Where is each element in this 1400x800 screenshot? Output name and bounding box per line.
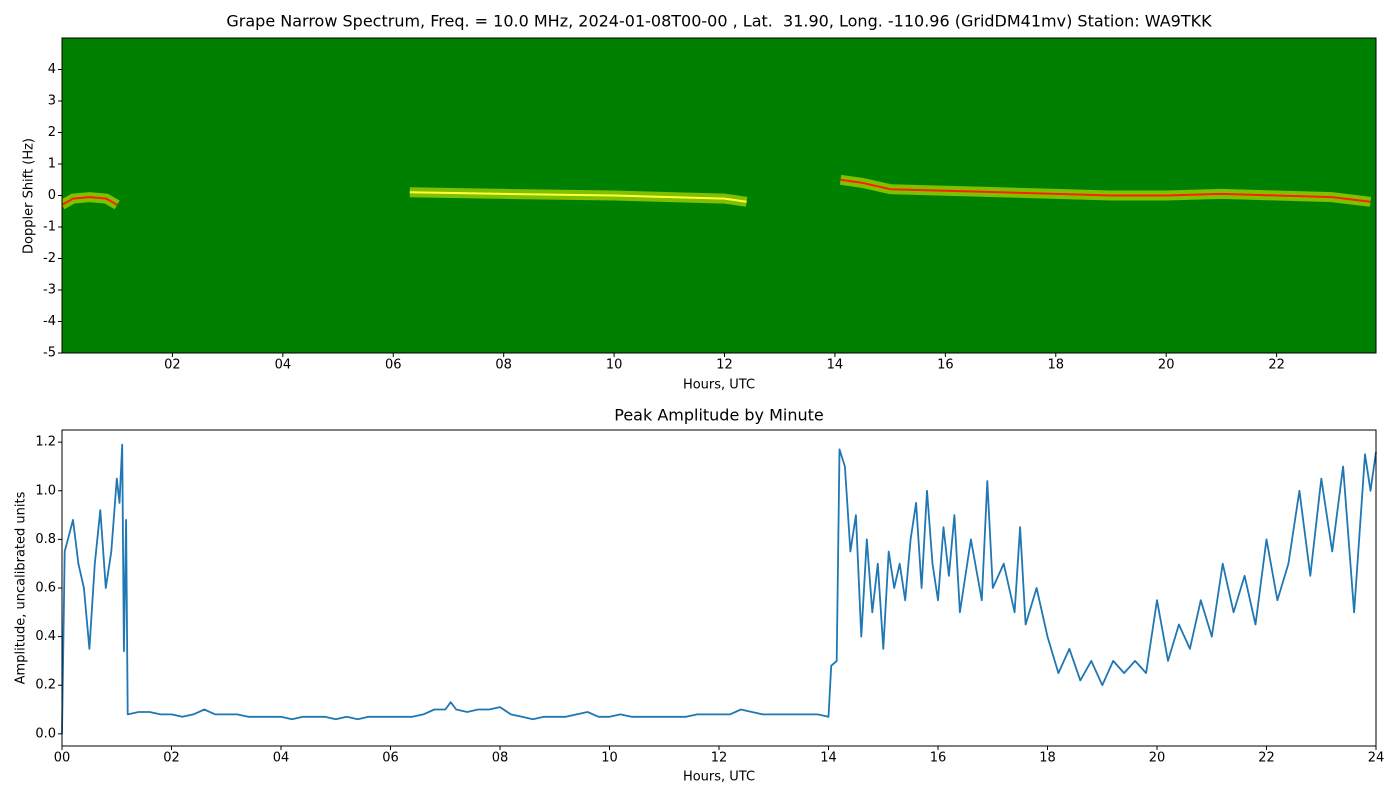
y-tick-label: -4: [43, 314, 56, 329]
x-tick-label: 06: [385, 358, 402, 373]
axes-frame: [61, 429, 1377, 747]
y-axis-label: Amplitude, uncalibrated units: [14, 491, 29, 684]
x-tick-label: 20: [1158, 358, 1175, 373]
doppler-trace: [840, 178, 1371, 203]
y-tick-label: 0.4: [35, 629, 56, 644]
y-tick-label: 1.2: [35, 435, 56, 450]
x-tick-label: 18: [1039, 751, 1056, 766]
x-axis-label: Hours, UTC: [683, 770, 755, 785]
y-tick-label: 0: [48, 188, 56, 203]
y-tick-label: 0.0: [35, 726, 56, 741]
x-tick-label: 08: [492, 751, 509, 766]
doppler-trace: [409, 191, 747, 203]
x-tick-label: 04: [275, 358, 292, 373]
data-line: [61, 443, 1377, 734]
y-tick-label: 3: [48, 94, 56, 109]
x-tick-label: 20: [1149, 751, 1166, 766]
chart-title: Peak Amplitude by Minute: [614, 406, 824, 425]
y-tick-label: 1: [48, 157, 56, 172]
doppler-trace: [61, 196, 118, 206]
y-tick-label: -1: [43, 220, 56, 235]
x-tick-label: 22: [1268, 358, 1285, 373]
x-tick-label: 12: [711, 751, 728, 766]
x-tick-label: 08: [495, 358, 512, 373]
y-tick-label: 0.8: [35, 532, 56, 547]
y-axis-label: Doppler Shift (Hz): [22, 138, 37, 254]
y-tick-label: 0.6: [35, 581, 56, 596]
x-tick-label: 24: [1368, 751, 1385, 766]
y-tick-label: 4: [48, 62, 56, 77]
x-tick-label: 18: [1048, 358, 1065, 373]
x-tick-label: 02: [164, 358, 181, 373]
x-tick-label: 14: [820, 751, 837, 766]
x-tick-label: 12: [716, 358, 733, 373]
chart-title: Grape Narrow Spectrum, Freq. = 10.0 MHz,…: [226, 12, 1212, 31]
x-tick-label: 10: [601, 751, 618, 766]
x-axis-label: Hours, UTC: [683, 378, 755, 393]
x-tick-label: 14: [827, 358, 844, 373]
y-tick-label: -5: [43, 346, 56, 361]
x-tick-label: 04: [273, 751, 290, 766]
x-tick-label: 06: [382, 751, 399, 766]
y-tick-label: 0.2: [35, 678, 56, 693]
x-tick-label: 02: [163, 751, 180, 766]
x-tick-label: 22: [1258, 751, 1275, 766]
y-tick-label: 1.0: [35, 483, 56, 498]
x-tick-label: 00: [54, 751, 71, 766]
y-tick-label: -3: [43, 283, 56, 298]
y-tick-label: 2: [48, 125, 56, 140]
x-tick-label: 10: [606, 358, 623, 373]
x-tick-label: 16: [930, 751, 947, 766]
y-tick-label: -2: [43, 251, 56, 266]
x-tick-label: 16: [937, 358, 954, 373]
